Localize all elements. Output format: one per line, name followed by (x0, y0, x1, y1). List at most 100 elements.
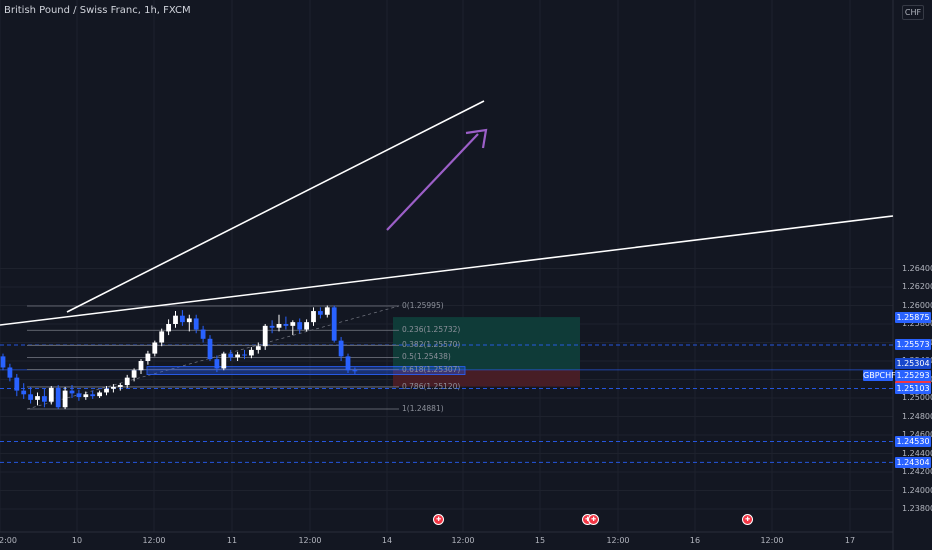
candle-body (28, 394, 33, 400)
candle-body (83, 394, 89, 398)
candle-body (90, 394, 96, 397)
projection-arrow-line (386, 133, 479, 231)
price-tick-label: 1.24800 (902, 411, 932, 421)
price-tick-label: 1.24000 (902, 485, 932, 495)
fib-level-label: 0.382(1.25570) (402, 340, 461, 350)
time-tick-label: 2:00 (0, 536, 17, 545)
price-tick-label: 1.24600 (902, 430, 932, 439)
candle-body (304, 322, 309, 330)
candle-body (200, 329, 206, 339)
economic-event-icon[interactable]: ✚ (742, 514, 753, 525)
price-tick-label: 1.25800 (902, 319, 932, 328)
candle-body (235, 354, 240, 358)
candle-body (104, 388, 109, 393)
candle-body (345, 356, 351, 371)
candle-body (166, 324, 171, 332)
time-tick-label: 12:00 (451, 536, 475, 545)
economic-event-icon[interactable]: ✚ (433, 514, 444, 525)
time-tick-label: 12:00 (606, 536, 630, 545)
candle-body (117, 385, 123, 387)
fib-retracement[interactable] (26, 305, 466, 410)
trend-lines[interactable] (0, 100, 894, 326)
candle-body (173, 315, 178, 324)
candle-body (145, 353, 151, 361)
candle-body (290, 322, 296, 326)
candle-body (42, 396, 47, 402)
price-tick-label: 1.23800 (902, 504, 932, 513)
price-badge: 1.24530 (895, 435, 931, 447)
fib-level-label: 0.236(1.25732) (402, 325, 461, 335)
currency-label[interactable]: CHF (902, 5, 924, 20)
rising-trend-line (0, 215, 894, 326)
golden-zone-box (146, 366, 466, 376)
candle-body (352, 370, 358, 372)
candle-body (21, 390, 27, 395)
candle-body (207, 338, 213, 360)
time-tick-label: 12:00 (298, 536, 322, 545)
time-tick-label: 16 (689, 536, 701, 545)
candle-body (318, 311, 323, 315)
candle-body (311, 311, 316, 323)
price-badge: 1.25103 (895, 382, 931, 394)
candle-body (221, 353, 227, 369)
candle-body (242, 354, 247, 356)
candle-body (283, 324, 289, 326)
projection-arrow-head (465, 128, 488, 149)
candle-body (55, 387, 61, 408)
fib-level-label: 0.5(1.25438) (402, 352, 451, 362)
channel-trend-line (66, 100, 485, 313)
candle-body (249, 349, 254, 356)
candle-body (255, 346, 261, 350)
price-badge: 1.25875 (895, 311, 931, 323)
candle-body (262, 325, 268, 347)
candle-body (269, 325, 275, 328)
candle-body (186, 318, 192, 323)
candle-body (331, 307, 337, 341)
candle-body (324, 307, 330, 315)
time-tick-label: 15 (534, 536, 546, 545)
long-position-tool[interactable] (393, 317, 580, 387)
price-tick-label: 1.26400 (902, 263, 932, 273)
symbol-title[interactable]: British Pound / Swiss Franc, 1h, FXCM (4, 5, 191, 16)
candle-body (131, 370, 137, 378)
time-tick-label: 17 (844, 536, 856, 545)
candle-body (159, 331, 165, 343)
candle-body (14, 377, 20, 391)
candle-body (35, 396, 40, 400)
time-tick-label: 11 (226, 536, 238, 545)
candle-body (297, 322, 303, 330)
time-tick-label: 12:00 (760, 536, 784, 545)
candle-body (276, 324, 282, 328)
candle-body (111, 386, 116, 389)
price-badge: 1.25293 (895, 370, 931, 382)
price-badge: 1.24304 (895, 456, 931, 468)
time-tick-label: 14 (381, 536, 393, 545)
fib-level-label: 0.786(1.25120) (402, 381, 461, 391)
price-badge: 1.25573 (895, 339, 931, 351)
fib-level-label: 0(1.25995) (402, 300, 444, 310)
time-tick-label: 12:00 (142, 536, 166, 545)
profit-zone (393, 317, 580, 370)
candle-body (62, 390, 68, 408)
price-badge: 1.25304 (895, 358, 931, 370)
candle-body (338, 340, 344, 357)
symbol-badge: GBPCHF (863, 370, 896, 382)
fib-level-label: 1(1.24881) (402, 404, 444, 413)
candle-body (180, 315, 185, 323)
candle-body (7, 367, 13, 378)
candle-body (76, 393, 82, 398)
candle-body (97, 392, 102, 397)
grid (0, 0, 893, 532)
candle-body (228, 353, 234, 358)
price-tick-label: 1.26000 (902, 300, 932, 310)
candle-body (124, 377, 130, 386)
price-tick-label: 1.26200 (902, 282, 932, 291)
candle-body (152, 342, 158, 354)
candle-body (48, 387, 54, 402)
candle-body (69, 390, 75, 394)
economic-event-icon[interactable]: ✚ (588, 514, 599, 525)
fib-level-label: 0.618(1.25307) (402, 364, 461, 374)
candle-body (214, 359, 220, 369)
